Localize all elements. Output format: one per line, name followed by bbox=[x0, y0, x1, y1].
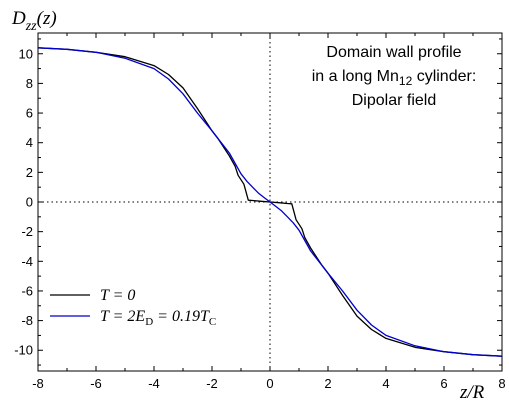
y-tick-label: 6 bbox=[26, 106, 33, 121]
annotation-line-3: Dipolar field bbox=[352, 92, 436, 109]
x-tick-label: -2 bbox=[206, 376, 218, 391]
legend-label-t0: T = 0 bbox=[100, 287, 135, 304]
legend: T = 0 T = 2ED = 0.19TC bbox=[50, 287, 216, 328]
axis-ticks bbox=[37, 33, 503, 371]
y-tick-label: 2 bbox=[26, 165, 33, 180]
y-tick-label: 8 bbox=[26, 76, 33, 91]
legend-label-t2: T = 2ED = 0.19TC bbox=[100, 308, 216, 328]
y-axis-title: Dzz(z) bbox=[11, 8, 57, 34]
x-tick-label: 0 bbox=[266, 376, 273, 391]
x-tick-label: 2 bbox=[324, 376, 331, 391]
y-tick-label: -8 bbox=[21, 313, 33, 328]
x-tick-label: -4 bbox=[148, 376, 160, 391]
chart-annotation: Domain wall profile in a long Mn12 cylin… bbox=[312, 44, 477, 109]
x-axis-title: z/R bbox=[459, 382, 485, 402]
y-tick-label: -10 bbox=[14, 343, 33, 358]
reference-lines bbox=[38, 33, 502, 371]
y-tick-label: -2 bbox=[21, 224, 33, 239]
x-tick-label: 8 bbox=[498, 376, 505, 391]
y-tick-label: 4 bbox=[26, 135, 33, 150]
x-tick-label: 6 bbox=[440, 376, 447, 391]
y-tick-label: 10 bbox=[19, 46, 33, 61]
y-tick-label: -4 bbox=[21, 254, 33, 269]
tick-labels: -8 -6 -4 -2 0 2 4 6 8 10 8 6 4 2 0 -2 -4 -6 -8 -10 bbox=[14, 46, 505, 391]
series-line-t2 bbox=[37, 47, 503, 357]
annotation-line-1: Domain wall profile bbox=[326, 44, 461, 61]
y-tick-label: 0 bbox=[26, 195, 33, 210]
x-tick-label: -8 bbox=[32, 376, 44, 391]
annotation-line-2: in a long Mn12 cylinder: bbox=[312, 68, 477, 88]
x-tick-label: 4 bbox=[382, 376, 389, 391]
series-layer bbox=[37, 47, 503, 357]
x-tick-label: -6 bbox=[90, 376, 102, 391]
y-tick-label: -6 bbox=[21, 283, 33, 298]
